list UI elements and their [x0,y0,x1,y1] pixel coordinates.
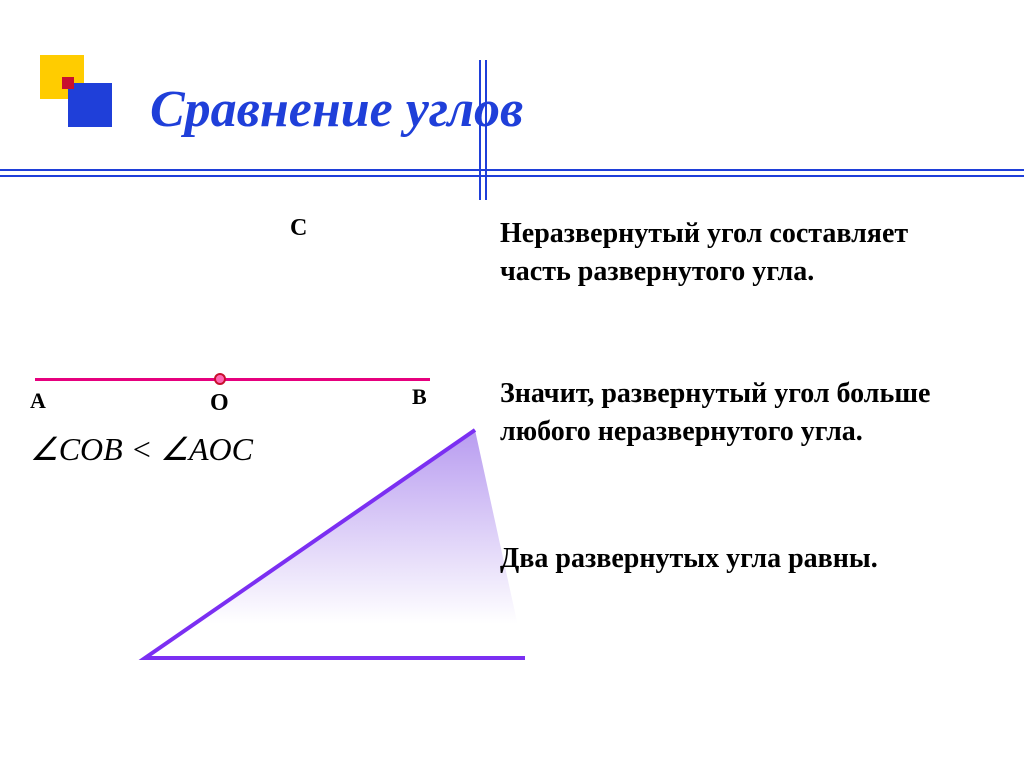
point-o-dot [214,373,226,385]
logo-svg [40,55,120,135]
label-point-b: B [412,384,427,410]
logo-blue-square [68,83,112,127]
paragraph-1: Неразвернутый угол составляет часть разв… [500,215,980,291]
triangle-fill [145,430,525,658]
angle-triangle [135,420,535,670]
logo-decoration [40,55,120,135]
label-point-c: C [290,215,307,242]
page-title: Сравнение углов [150,80,523,139]
paragraph-3: Два развернутых угла равны. [500,540,980,578]
paragraph-2: Значит, развернутый угол больше любого н… [500,375,980,451]
angle-sym-1: ∠ [30,431,59,467]
label-point-o: O [210,390,229,417]
logo-red-square [62,77,74,89]
formula-cob: COB [59,431,123,467]
line-aob [35,378,430,381]
label-point-a: A [30,388,46,414]
